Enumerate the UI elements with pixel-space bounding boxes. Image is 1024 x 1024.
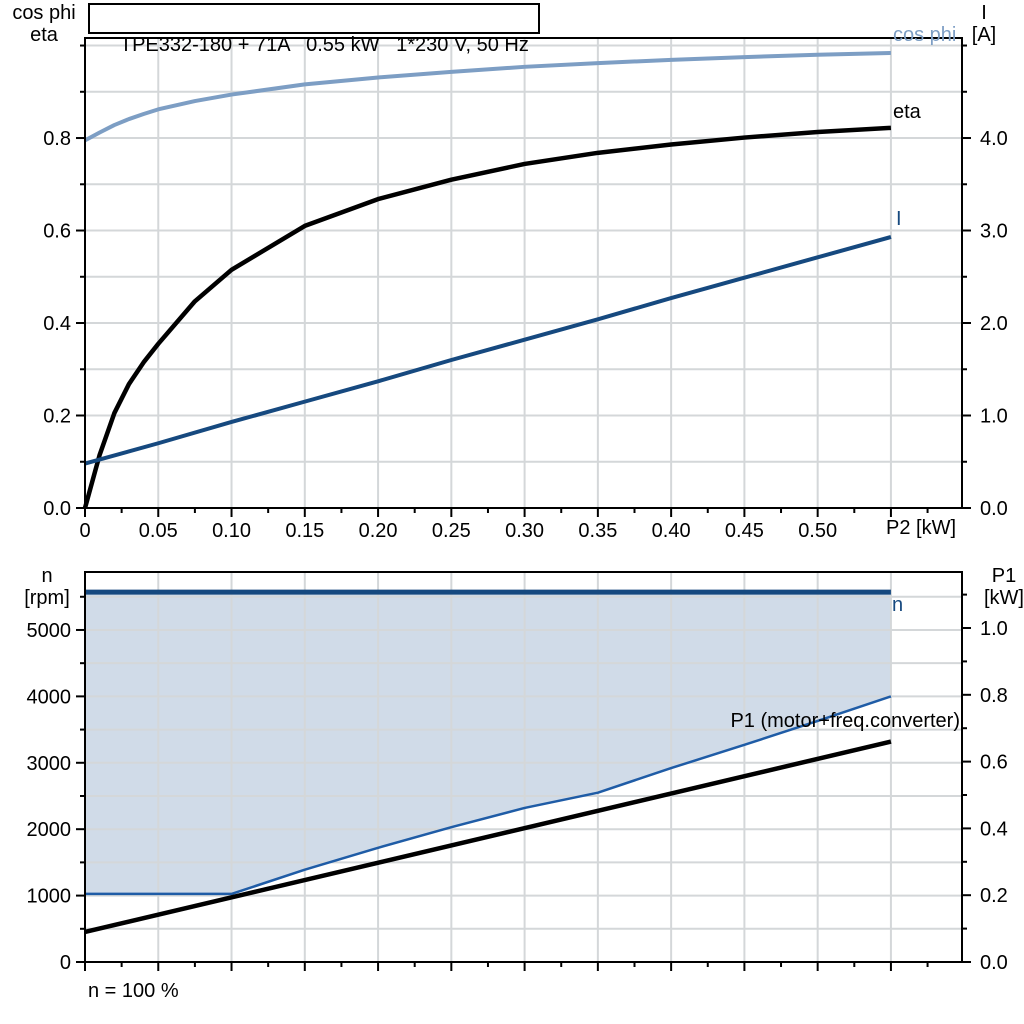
axis-label-eta: eta: [30, 24, 58, 46]
chart-top: 0 0.05 0.10 0.15 0.20 0.25 0.30 0.35 0.40 0.45 0.5…: [43, 37, 1008, 542]
y-left-tick-label: 0: [60, 952, 71, 974]
bottom-left-axis-label: n [rpm]: [8, 565, 86, 609]
y-left-tick-label: 0.4: [43, 313, 71, 335]
x-tick-label: 0.05: [139, 520, 178, 542]
axis-label-p1-unit: [kW]: [984, 587, 1024, 609]
x-tick-label: 0.45: [725, 520, 764, 542]
eta-curve-label: eta: [893, 101, 921, 123]
y-left-tick-label: 5000: [27, 620, 72, 642]
y-left-tick-label: 3000: [27, 753, 72, 775]
y-right-tick-label: 0.0: [980, 952, 1008, 974]
axis-label-cos-phi: cos phi: [12, 2, 76, 24]
speed-curve-label: n: [892, 594, 904, 616]
x-tick-label: 0.15: [285, 520, 324, 542]
axis-label-n-unit: [rpm]: [24, 587, 70, 609]
y-left-tick-label: 0.6: [43, 221, 71, 243]
x-tick-label: 0.50: [798, 520, 837, 542]
x-tick-label: 0.10: [212, 520, 251, 542]
curve-eta: [82, 125, 892, 509]
curve-p1-motor-freq-converter: [84, 739, 892, 935]
plot-border: [84, 571, 963, 963]
curve-cos-phi: [84, 50, 891, 143]
axis-label-current-unit: [A]: [971, 24, 997, 46]
y-left-tick-label: 4000: [27, 686, 72, 708]
chart-bottom: 0 1000 2000 3000 4000 5000 0.0 0.2 0.4 0.6 0.8 1.0: [27, 571, 1008, 974]
y-right-tick-label: 0.4: [980, 818, 1008, 840]
chart-title-box: TPE332-180 + 71A 0.55 kW 1*230 V, 50 Hz: [88, 3, 540, 56]
current-curve-label: I: [896, 208, 902, 230]
axis-label-current: I: [981, 2, 987, 24]
axis-label-n: n: [41, 565, 53, 587]
cos-phi-curve-label: cos phi: [893, 24, 957, 46]
plot-border: [84, 37, 963, 509]
y-right-tick-label: 1.0: [980, 406, 1008, 428]
x-tick-label: 0: [79, 520, 90, 542]
chart-title: TPE332-180 + 71A 0.55 kW 1*230 V, 50 Hz: [119, 34, 529, 56]
x-tick-label: 0.35: [578, 520, 617, 542]
y-right-tick-label: 4.0: [980, 128, 1008, 150]
bottom-right-axis-label: P1 [kW]: [980, 565, 1024, 609]
top-left-axis-label: cos phi eta: [5, 2, 83, 46]
y-right-tick-label: 0.8: [980, 685, 1008, 707]
y-left-tick-label: 0.2: [43, 406, 71, 428]
y-left-tick-label: 0.0: [43, 498, 71, 520]
x-axis-label-p2: P2 [kW]: [886, 517, 957, 539]
y-left-tick-label: 2000: [27, 819, 72, 841]
y-right-tick-label: 1.0: [980, 618, 1008, 640]
axis-label-p1: P1: [991, 565, 1017, 587]
x-tick-label: 0.40: [652, 520, 691, 542]
y-right-tick-label: 0.0: [980, 498, 1008, 520]
speed-range-lower-edge: [85, 695, 892, 896]
y-left-tick-label: 0.8: [43, 128, 71, 150]
y-right-tick-label: 3.0: [980, 221, 1008, 243]
speed-footnote: n = 100 %: [88, 980, 179, 1002]
y-right-tick-label: 0.6: [980, 752, 1008, 774]
p1-curve-label: P1 (motor+freq.converter): [730, 710, 960, 732]
y-left-tick-label: 1000: [27, 886, 72, 908]
y-right-tick-label: 2.0: [980, 313, 1008, 335]
y-right-tick-label: 0.2: [980, 885, 1008, 907]
top-right-axis-label: I [A]: [960, 2, 1008, 46]
x-tick-label: 0.20: [359, 520, 398, 542]
x-tick-label: 0.30: [505, 520, 544, 542]
x-tick-label: 0.25: [432, 520, 471, 542]
curve-i: [84, 235, 892, 466]
speed-range-area: [85, 592, 891, 894]
